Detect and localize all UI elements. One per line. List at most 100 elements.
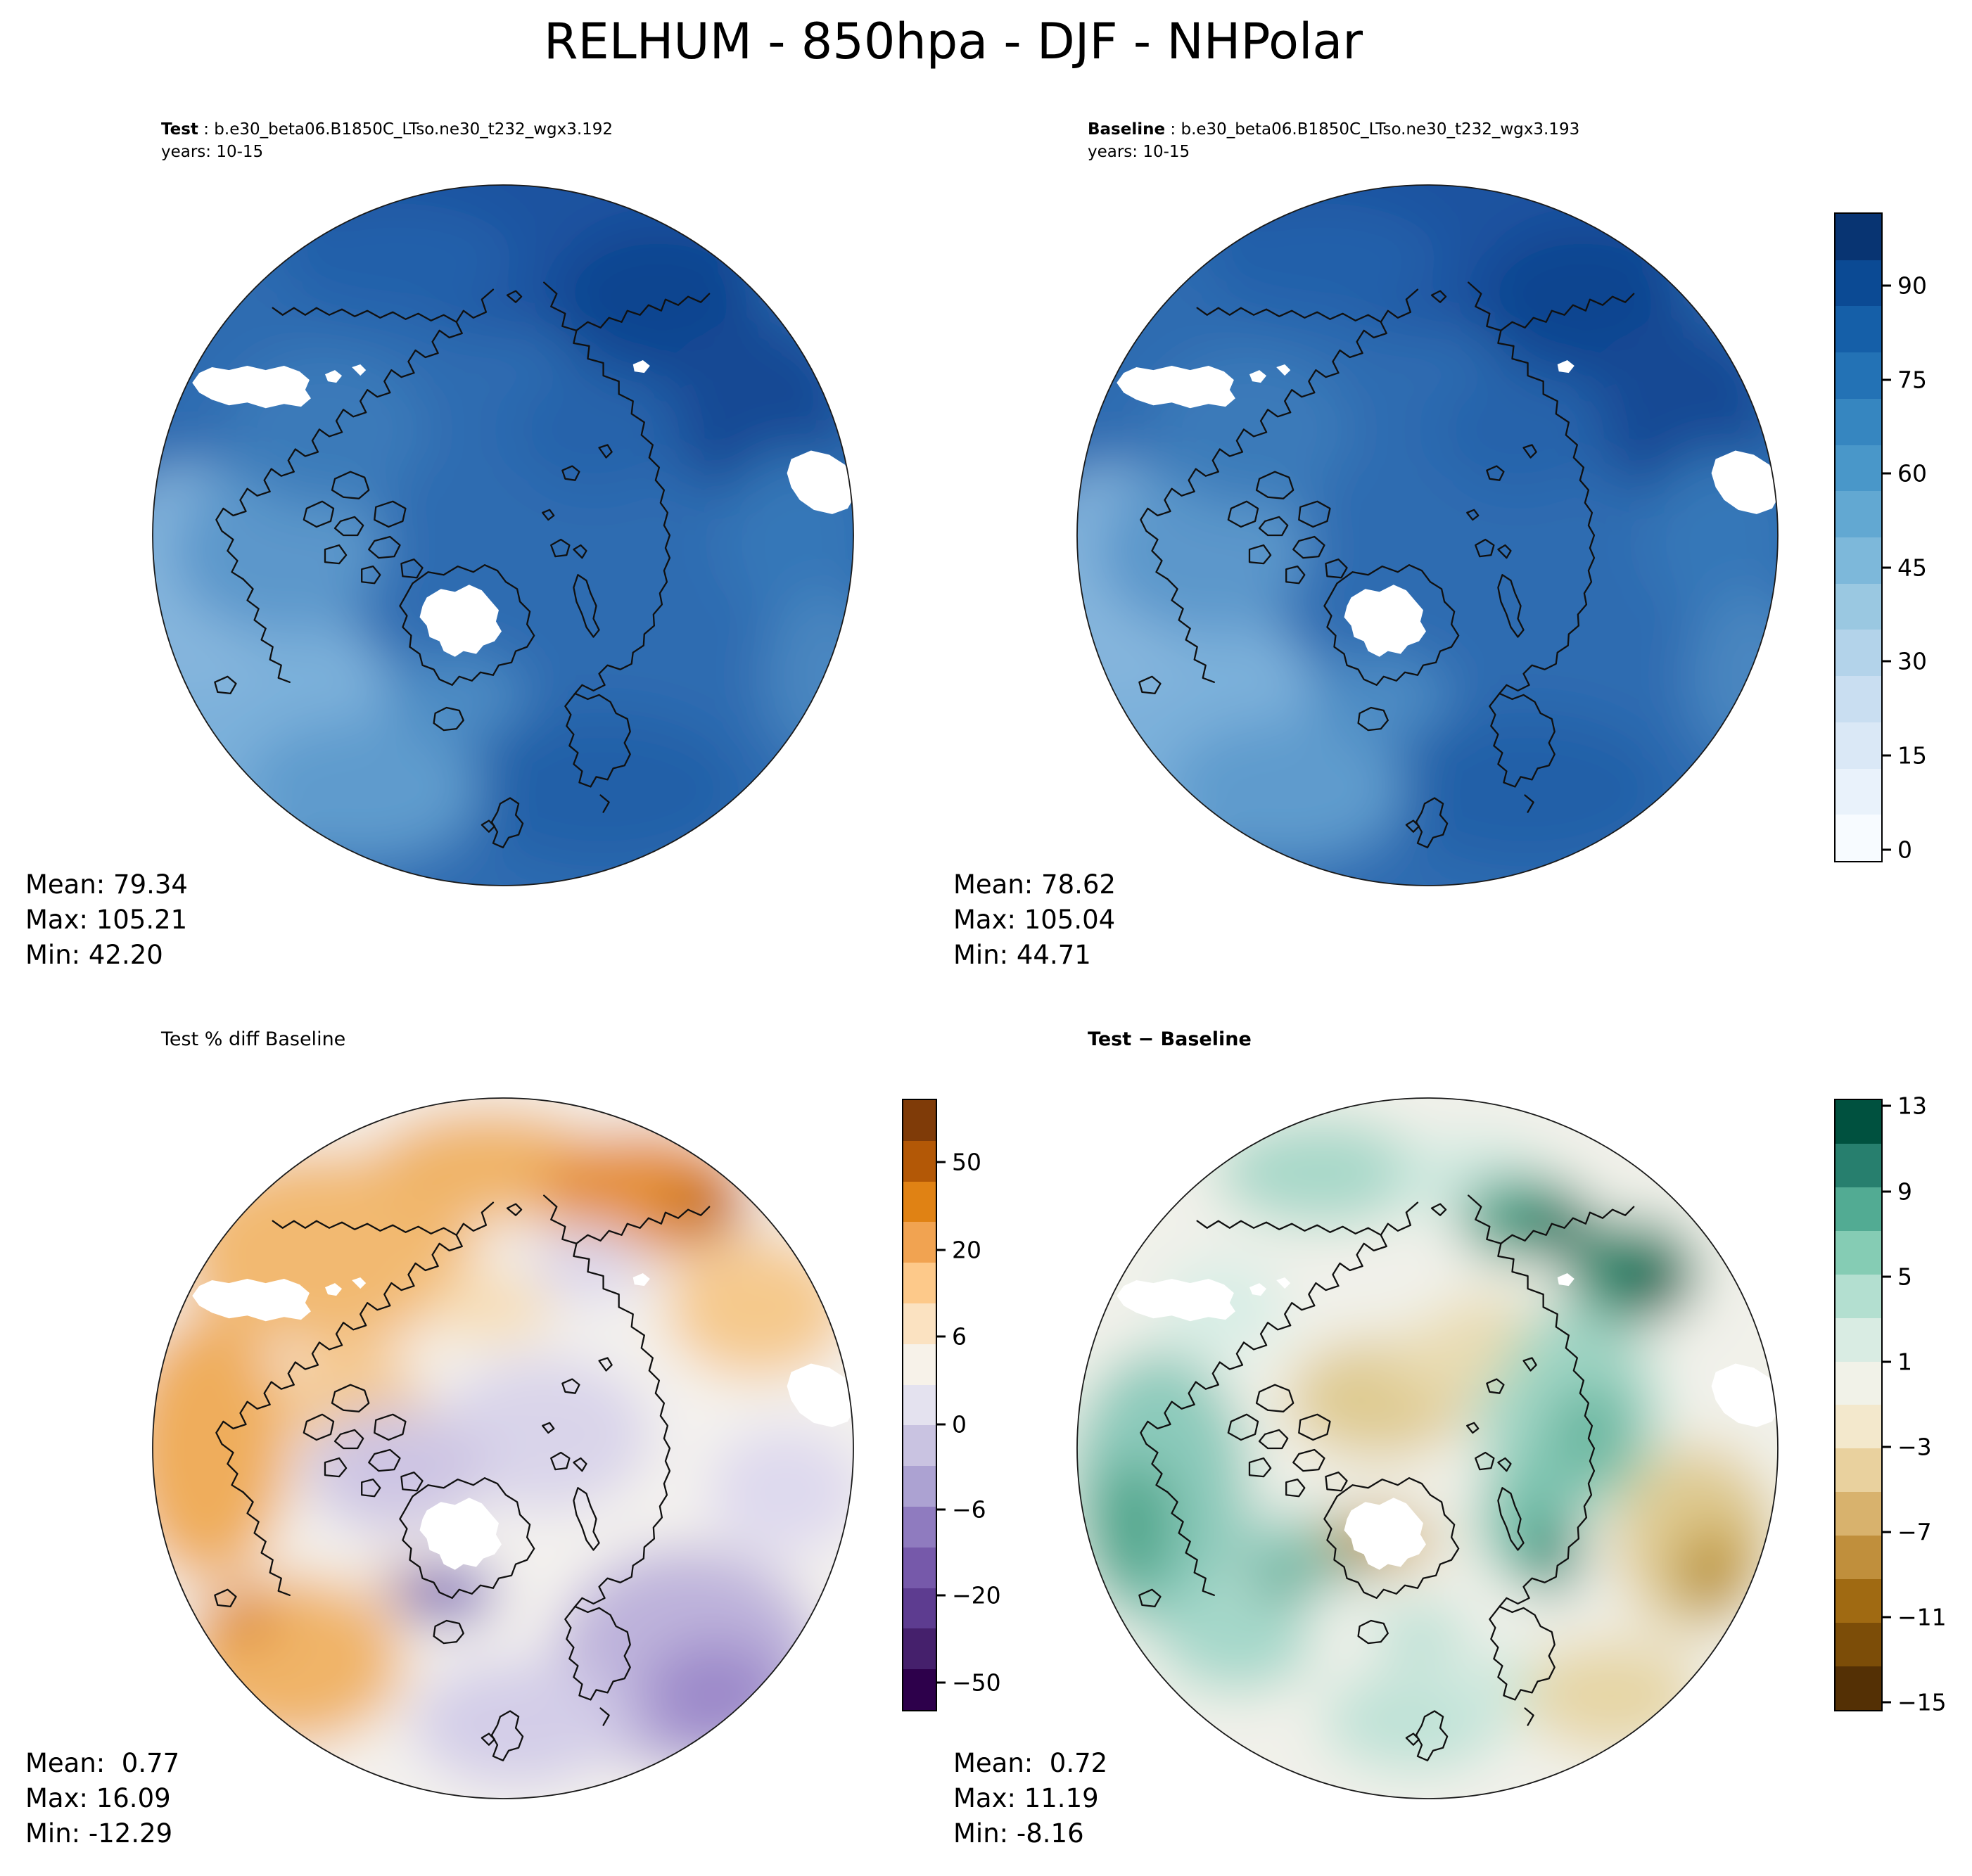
colorbar-tick: 75 xyxy=(1883,369,1927,392)
colorbar-tick: −6 xyxy=(937,1498,986,1521)
stat-max: Max: 11.19 xyxy=(953,1783,1099,1813)
stat-min: Min: -12.29 xyxy=(25,1818,173,1849)
colorbar-tick-label: 50 xyxy=(952,1148,981,1176)
colorbar-tick: 20 xyxy=(937,1239,981,1262)
map-boundary-circle xyxy=(1076,184,1779,886)
colorbar-gradient xyxy=(1834,212,1883,862)
stat-min: Min: 42.20 xyxy=(25,940,163,970)
baseline-stats: Mean: 78.62 Max: 105.04 Min: 44.71 xyxy=(953,867,1116,973)
colorbar-tick: 9 xyxy=(1883,1180,1912,1203)
colorbar-tick: −20 xyxy=(937,1583,1001,1607)
baseline-label-bold: Baseline xyxy=(1088,120,1166,139)
colorbar-tick-label: 0 xyxy=(952,1410,967,1438)
stat-mean: Mean: 0.72 xyxy=(953,1748,1108,1778)
map-boundary-circle xyxy=(152,184,854,886)
colorbar-tick: −15 xyxy=(1883,1690,1947,1714)
map-boundary-circle xyxy=(1076,1097,1779,1799)
stat-max: Max: 105.04 xyxy=(953,905,1116,935)
baseline-years-label: years: 10-15 xyxy=(1088,143,1190,161)
test-label-rest: : b.e30_beta06.B1850C_LTso.ne30_t232_wgx… xyxy=(198,120,613,139)
colorbar-tick-label: 9 xyxy=(1897,1178,1912,1206)
map-diff-svg xyxy=(1076,1097,1779,1799)
colorbar-tick: 45 xyxy=(1883,556,1927,580)
colorbar-tick-label: −7 xyxy=(1897,1518,1932,1546)
colorbar-tickmark xyxy=(1883,754,1891,757)
map-baseline xyxy=(1074,182,1781,888)
test-label-bold: Test xyxy=(161,120,198,139)
colorbar-tickmark xyxy=(1883,1360,1891,1363)
colorbar-tick: 50 xyxy=(937,1150,981,1173)
baseline-run-header: Baseline : b.e30_beta06.B1850C_LTso.ne30… xyxy=(1088,118,1579,163)
colorbar-tick-label: 60 xyxy=(1897,459,1927,487)
colorbar-tick: 90 xyxy=(1883,274,1927,298)
stat-min: Min: -8.16 xyxy=(953,1818,1084,1849)
test-run-header: Test : b.e30_beta06.B1850C_LTso.ne30_t23… xyxy=(161,118,613,163)
colorbar-tickmark xyxy=(1883,660,1891,663)
colorbar-tick-label: 90 xyxy=(1897,272,1927,300)
stat-max: Max: 16.09 xyxy=(25,1783,171,1813)
colorbar-tick-label: −3 xyxy=(1897,1433,1932,1461)
colorbar-tickmark xyxy=(937,1161,946,1163)
map-test-svg xyxy=(152,184,854,886)
colorbar-tickmark xyxy=(1883,848,1891,851)
colorbar-tick: 13 xyxy=(1883,1095,1927,1118)
page-title: RELHUM - 850hpa - DJF - NHPolar xyxy=(543,13,1363,70)
colorbar-tickmark xyxy=(1883,378,1891,381)
colorbar-tick: 30 xyxy=(1883,650,1927,673)
colorbar-tickmark xyxy=(937,1594,946,1597)
colorbar-tickmark xyxy=(1883,1531,1891,1533)
baseline-run-label: Baseline : b.e30_beta06.B1850C_LTso.ne30… xyxy=(1088,118,1579,141)
map-pct-diff xyxy=(150,1095,856,1801)
colorbar-tickmark xyxy=(1883,1701,1891,1704)
colorbar-tick: −3 xyxy=(1883,1435,1932,1458)
stat-mean: Mean: 0.77 xyxy=(25,1748,180,1778)
pct-diff-stats: Mean: 0.77 Max: 16.09 Min: -12.29 xyxy=(25,1746,179,1851)
colorbar-tickmark xyxy=(1883,1104,1891,1107)
colorbar-tickmark xyxy=(937,1423,946,1426)
colorbar-tickmark xyxy=(1883,1446,1891,1448)
colorbar-tick-label: 1 xyxy=(1897,1348,1912,1376)
colorbar-tick-label: 20 xyxy=(952,1236,981,1264)
baseline-label-rest: : b.e30_beta06.B1850C_LTso.ne30_t232_wgx… xyxy=(1165,120,1580,139)
colorbar-tick-label: 6 xyxy=(952,1322,967,1351)
colorbar-tickmark xyxy=(1883,1275,1891,1278)
colorbar-tick: 6 xyxy=(937,1325,967,1348)
test-stats: Mean: 79.34 Max: 105.21 Min: 42.20 xyxy=(25,867,188,973)
colorbar-tick-label: 0 xyxy=(1897,836,1912,864)
colorbar-tick-label: 15 xyxy=(1897,741,1927,770)
test-run-label: Test : b.e30_beta06.B1850C_LTso.ne30_t23… xyxy=(161,118,613,141)
colorbar-tick: 60 xyxy=(1883,462,1927,485)
colorbar-tick: −11 xyxy=(1883,1605,1947,1628)
map-baseline-svg xyxy=(1076,184,1779,886)
colorbar-tick-label: 75 xyxy=(1897,366,1927,394)
colorbar-tickmark xyxy=(937,1681,946,1684)
colorbar-gradient xyxy=(1834,1099,1883,1711)
colorbar-tick-label: 45 xyxy=(1897,554,1927,582)
colorbar-pct-diff: −50 −20 −6 0 6 20 50 xyxy=(902,1099,1001,1711)
colorbar-tick: −50 xyxy=(937,1671,1001,1695)
colorbar-tickmark xyxy=(1883,284,1891,287)
colorbar-tick: 15 xyxy=(1883,744,1927,767)
colorbar-tick-label: −20 xyxy=(952,1581,1001,1609)
test-years-label: years: 10-15 xyxy=(161,143,264,161)
relhum-fill-layer xyxy=(1077,185,1778,886)
colorbar-tick: 0 xyxy=(937,1413,967,1436)
colorbar-tick-label: −15 xyxy=(1897,1688,1947,1716)
stat-mean: Mean: 79.34 xyxy=(25,869,188,900)
diff-title: Test − Baseline xyxy=(1088,1028,1252,1050)
map-pct-diff-svg xyxy=(152,1097,854,1799)
colorbar-tick: 0 xyxy=(1883,838,1912,861)
diff-stats: Mean: 0.72 Max: 11.19 Min: -8.16 xyxy=(953,1746,1107,1851)
colorbar-tick-label: −11 xyxy=(1897,1603,1947,1631)
colorbar-tickmark xyxy=(937,1508,946,1511)
stat-mean: Mean: 78.62 xyxy=(953,869,1116,900)
colorbar-tick: 5 xyxy=(1883,1265,1912,1288)
colorbar-gradient xyxy=(902,1099,937,1711)
colorbar-tick-label: −6 xyxy=(952,1495,986,1524)
pct-diff-fill-layer xyxy=(153,1098,853,1799)
colorbar-tick: 1 xyxy=(1883,1350,1912,1373)
map-test xyxy=(150,182,856,888)
colorbar-main: 0 15 30 45 60 75 90 xyxy=(1834,212,1927,862)
relhum-fill-layer xyxy=(153,185,853,886)
